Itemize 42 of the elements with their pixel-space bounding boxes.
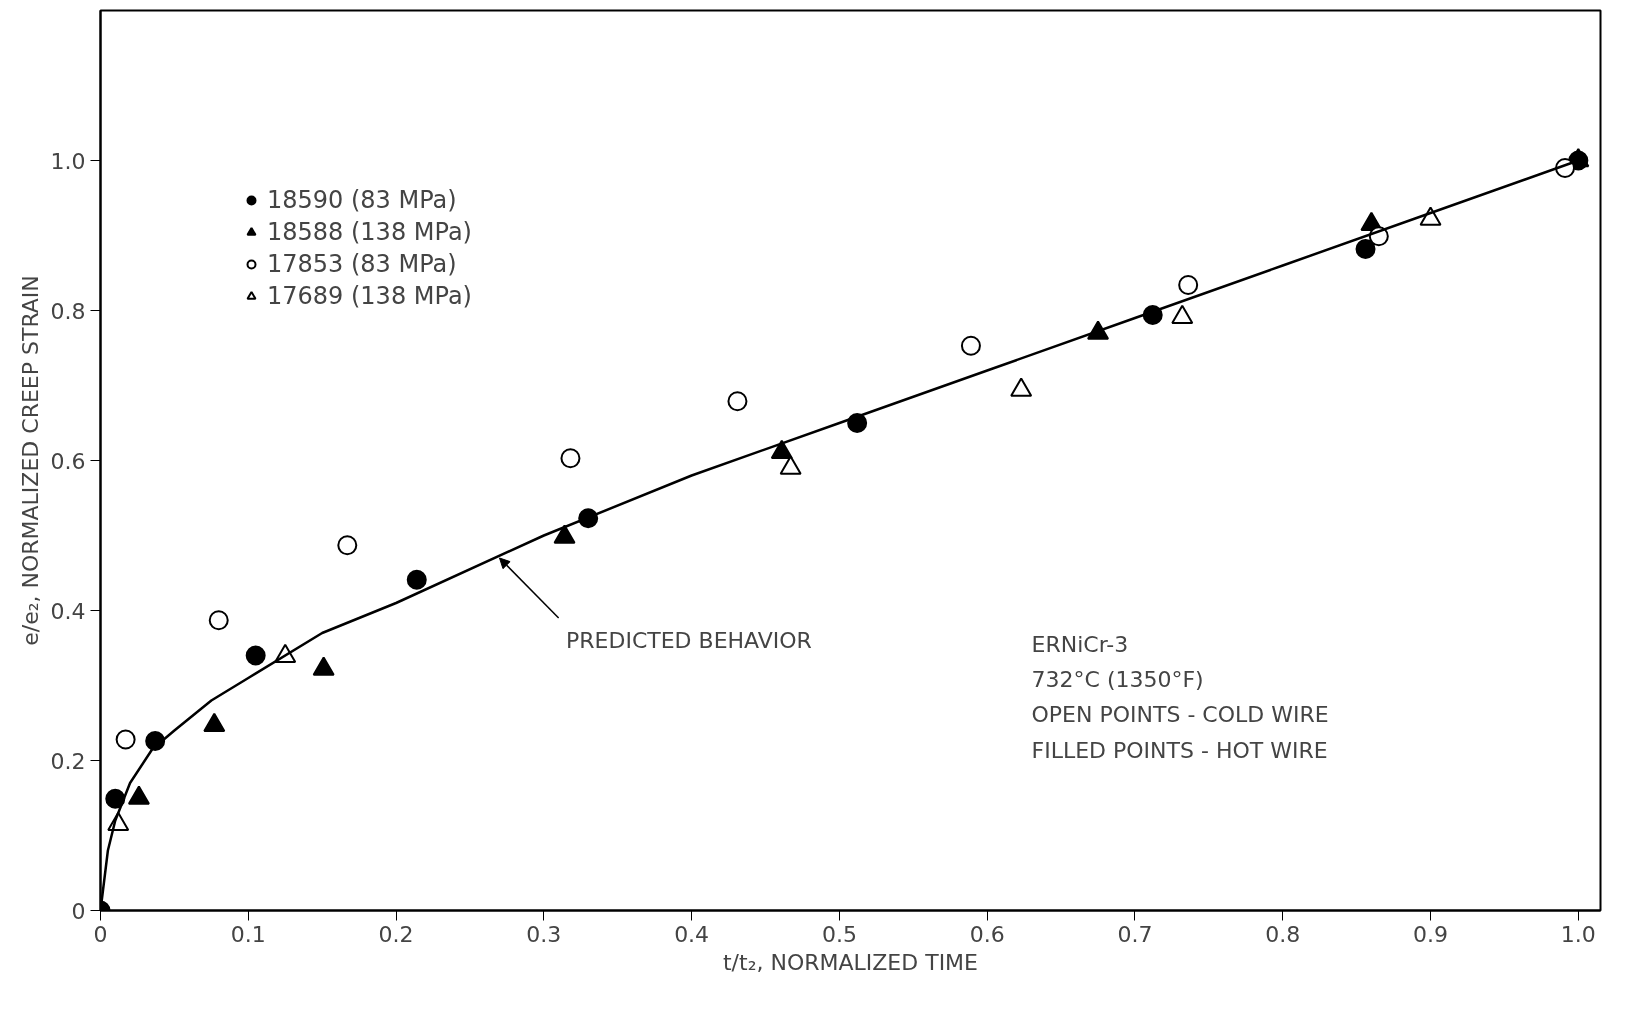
point bbox=[337, 535, 358, 556]
y-tick-label: 0.6 bbox=[50, 448, 86, 474]
legend-label: 18588 (138 MPa) bbox=[267, 218, 472, 246]
x-tick-label: 0.6 bbox=[969, 921, 1005, 947]
annotation: OPEN POINTS - COLD WIRE bbox=[1031, 702, 1329, 728]
annotation: PREDICTED BEHAVIOR bbox=[566, 628, 812, 653]
x-tick-label: 0.2 bbox=[378, 921, 414, 947]
point bbox=[406, 569, 427, 590]
point bbox=[105, 788, 126, 809]
legend-label: 17853 (83 MPa) bbox=[267, 250, 457, 278]
point bbox=[1355, 239, 1376, 259]
x-tick-label: 0 bbox=[93, 921, 108, 947]
x-tick-label: 0.5 bbox=[821, 921, 857, 947]
annotation: ERNiCr-3 bbox=[1031, 631, 1129, 657]
y-tick-label: 1.0 bbox=[50, 148, 86, 174]
point bbox=[960, 335, 981, 356]
point bbox=[312, 656, 335, 676]
x-tick-label: 0.1 bbox=[230, 921, 266, 947]
annotation: 732°C (1350°F) bbox=[1031, 667, 1204, 692]
point bbox=[560, 448, 581, 469]
x-tick-label: 0.9 bbox=[1413, 921, 1449, 947]
legend-label: 18590 (83 MPa) bbox=[267, 186, 457, 214]
x-tick-label: 0.4 bbox=[674, 921, 710, 947]
annotation: FILLED POINTS - HOT WIRE bbox=[1031, 737, 1328, 763]
x-tick-label: 1.0 bbox=[1560, 921, 1596, 947]
legend-label: 17689 (138 MPa) bbox=[267, 282, 472, 310]
y-tick-label: 0.4 bbox=[50, 598, 86, 624]
point bbox=[127, 785, 150, 805]
x-tick-label: 0.7 bbox=[1117, 921, 1153, 947]
point bbox=[203, 712, 226, 733]
x-tick-label: 0.8 bbox=[1265, 921, 1301, 947]
point bbox=[245, 645, 266, 666]
y-axis-title: e/e₂, NORMALIZED CREEP STRAIN bbox=[17, 275, 43, 646]
y-tick-label: 0 bbox=[71, 898, 86, 924]
y-tick-label: 0.2 bbox=[50, 748, 86, 774]
point bbox=[1178, 275, 1199, 295]
y-tick-label: 0.8 bbox=[50, 298, 86, 324]
x-axis-title: t/t₂, NORMALIZED TIME bbox=[722, 949, 979, 975]
point bbox=[727, 391, 748, 412]
point bbox=[115, 729, 136, 750]
x-tick-label: 0.3 bbox=[526, 921, 562, 947]
point bbox=[208, 610, 229, 631]
